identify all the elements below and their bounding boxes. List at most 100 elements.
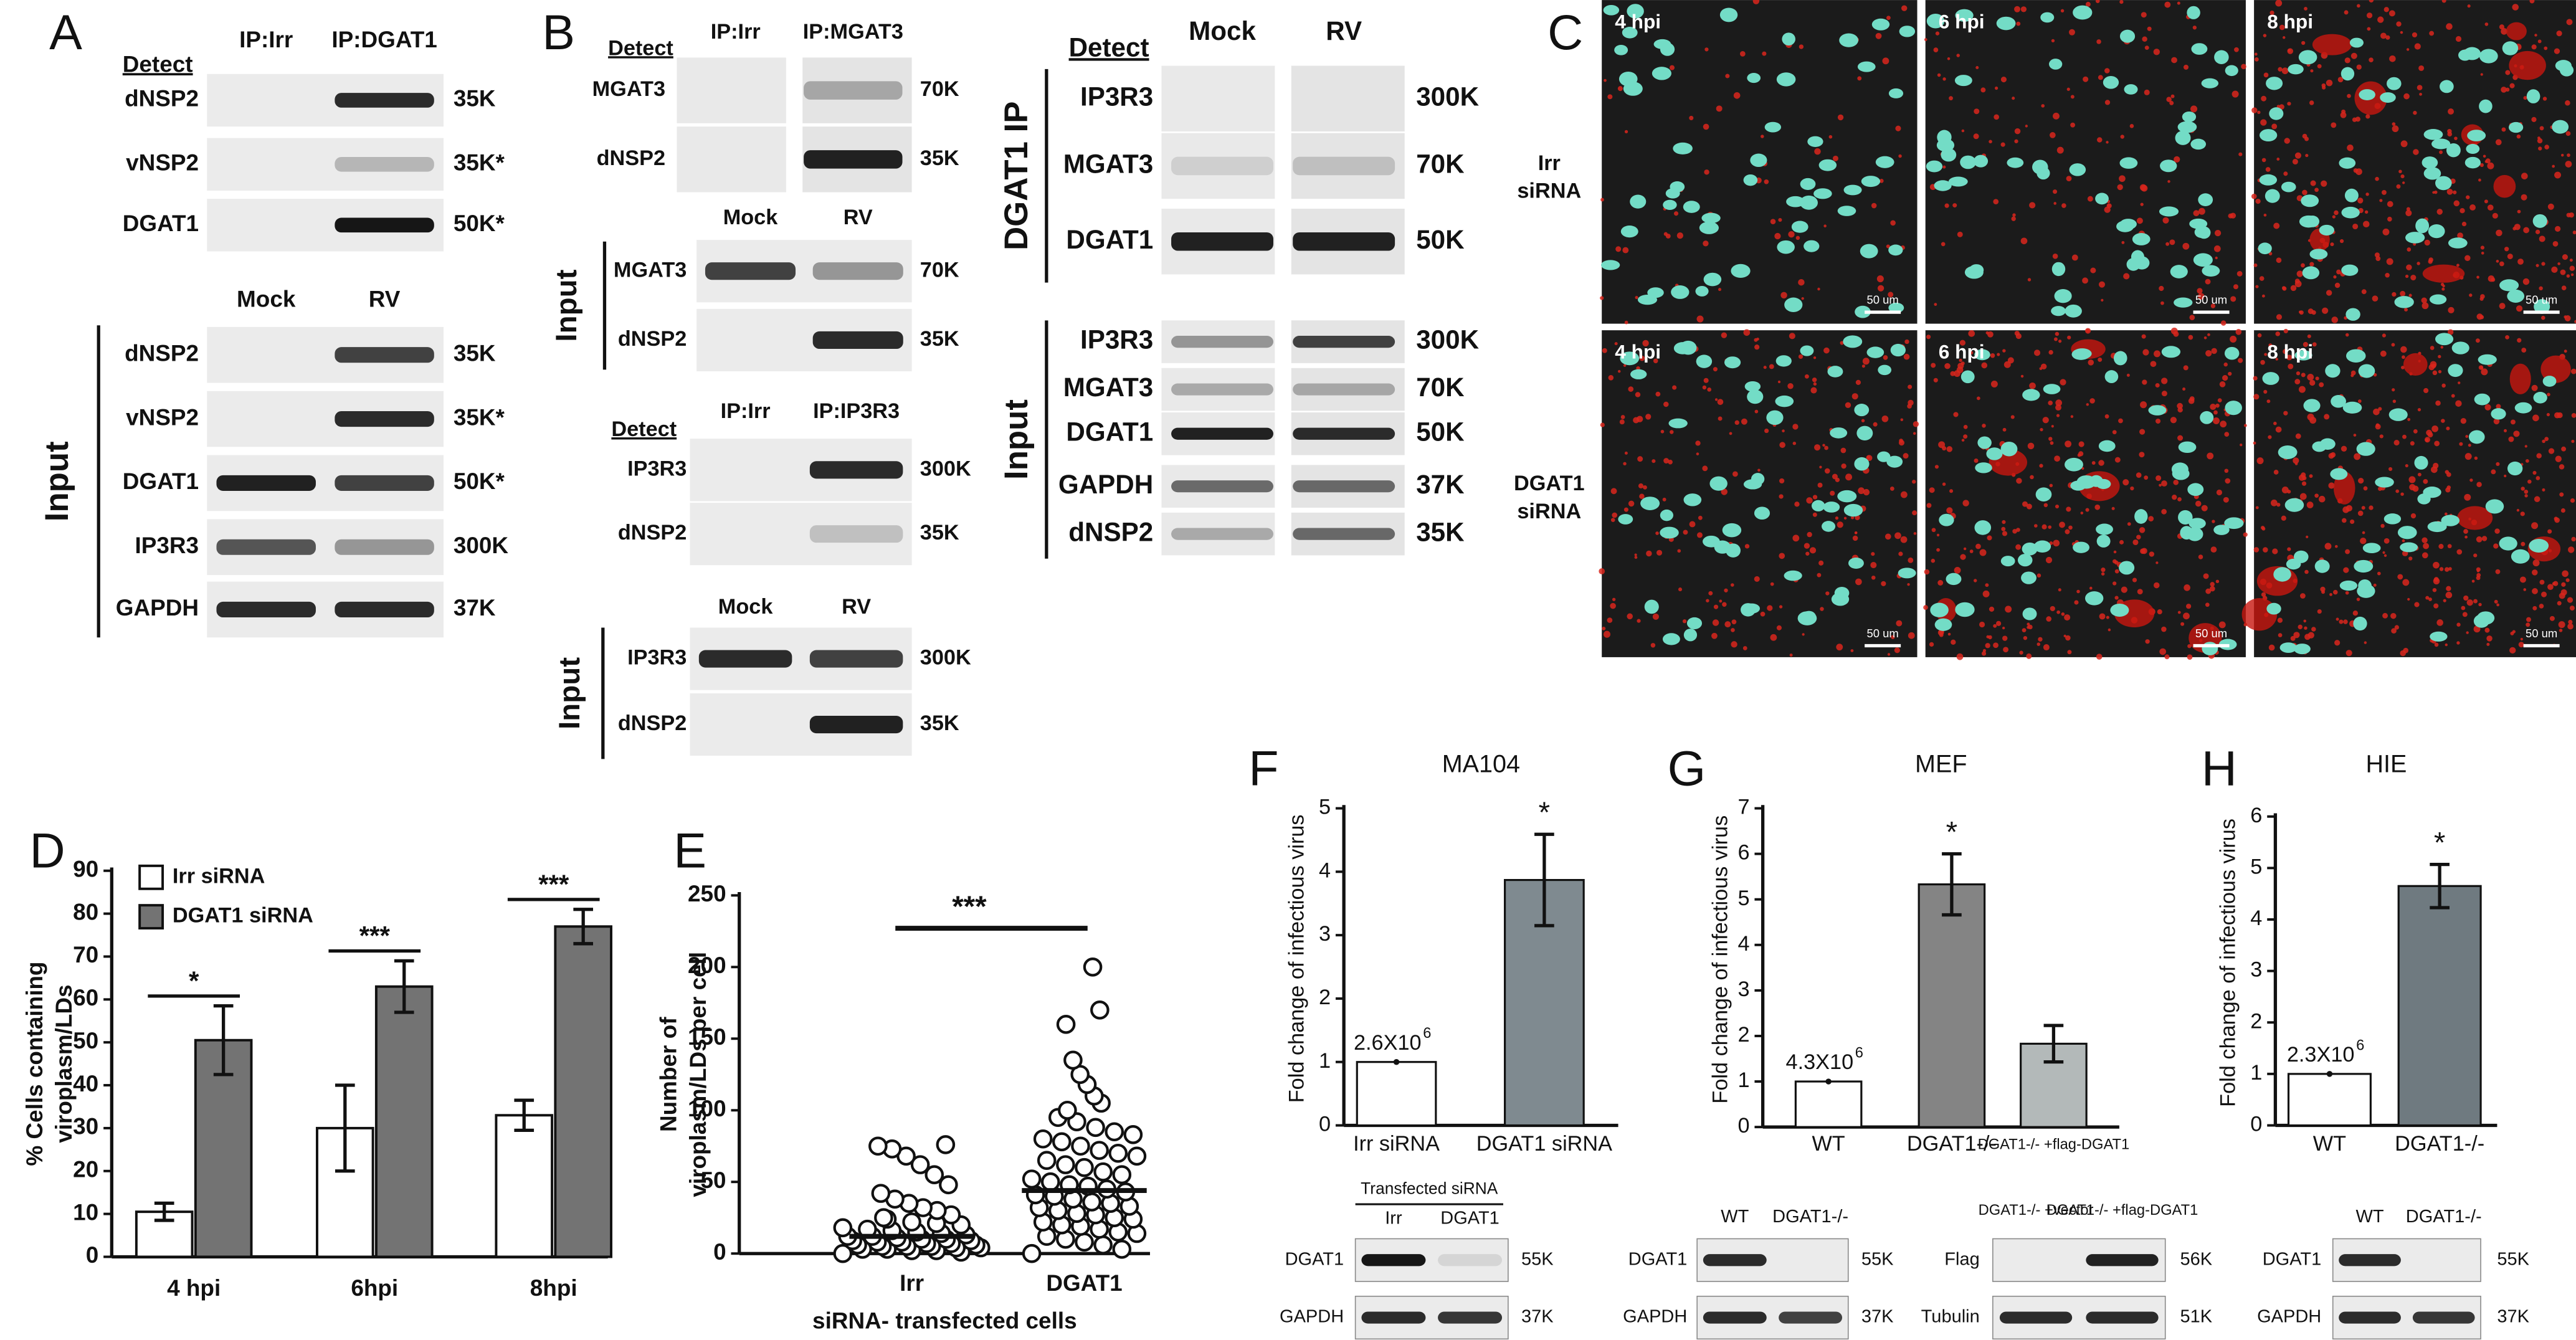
panel-letter: G [1668, 740, 1706, 796]
lipid-signal [1934, 465, 1939, 469]
nucleus [2325, 364, 2341, 378]
lipid-signal [2113, 581, 2117, 586]
lipid-signal [2290, 635, 2296, 641]
lipid-signal [2283, 411, 2288, 416]
lipid-signal [1901, 5, 1908, 11]
lipid-signal [2446, 426, 2450, 430]
nucleus [1668, 418, 1688, 429]
lipid-signal [2402, 355, 2405, 359]
lipid-signal [2570, 498, 2575, 503]
lipid-signal [1804, 374, 1809, 379]
group-label: Input [39, 441, 75, 521]
lipid-signal [2002, 520, 2006, 525]
nucleus [2273, 567, 2291, 582]
lipid-signal [1754, 576, 1760, 582]
nucleus [2132, 233, 2151, 245]
legend-label: DGAT1 siRNA [173, 904, 313, 928]
lipid-signal [2281, 67, 2289, 75]
nucleus [2417, 493, 2431, 505]
dot [868, 1136, 888, 1156]
nucleus [1644, 599, 1659, 614]
lipid-signal [2068, 525, 2073, 530]
nucleus [1662, 633, 1680, 645]
nucleus [1709, 476, 1728, 491]
lipid-signal [1733, 92, 1741, 99]
y-tick-label: 0 [1737, 1114, 1749, 1138]
lipid-signal [2000, 142, 2005, 147]
blot-band [809, 525, 903, 543]
lipid-signal [2132, 577, 2137, 582]
lipid-signal [2257, 333, 2262, 338]
lipid-signal [2369, 505, 2374, 510]
lipid-signal [1907, 404, 1912, 409]
nucleus [2341, 206, 2360, 219]
lipid-signal [2061, 612, 2065, 616]
lipid-signal [2161, 508, 2167, 515]
lipid-signal [2571, 413, 2576, 418]
lipid-signal [1718, 288, 1722, 292]
nucleus [1754, 506, 1770, 520]
lipid-signal [2384, 538, 2390, 544]
timepoint: 8 hpi [2267, 340, 2313, 363]
lipid-signal [2314, 188, 2319, 192]
lipid-signal [2263, 389, 2268, 394]
dot [871, 1184, 891, 1203]
lipid-signal [2546, 412, 2550, 417]
lipid-signal [2243, 424, 2247, 427]
lipid-signal [2430, 361, 2437, 368]
molecular-weight: 35K* [454, 404, 505, 430]
nucleus [1975, 462, 1992, 473]
lipid-signal [1926, 335, 1931, 340]
nucleus [2491, 408, 2506, 420]
lipid-signal [2187, 654, 2193, 660]
lipid-signal [2268, 435, 2272, 439]
lipid-signal [2170, 417, 2177, 424]
lipid-signal [2431, 466, 2438, 473]
lipid-signal [2499, 24, 2505, 30]
blot-row-label: Flag [1944, 1249, 1979, 1269]
lipid-signal [2061, 203, 2066, 208]
lipid-signal [1819, 465, 1822, 468]
lipid-signal [1828, 135, 1833, 139]
lane-label: RV [1326, 16, 1362, 45]
lipid-signal [2238, 152, 2243, 156]
lipid-signal [2144, 475, 2149, 480]
lipid-signal [2118, 418, 2123, 424]
lipid-signal [2292, 158, 2298, 165]
lipid-signal [2304, 634, 2311, 640]
lipid-signal [2547, 584, 2554, 591]
lipid-signal [2365, 114, 2370, 119]
lipid-signal [2567, 153, 2570, 157]
lipid-signal [2466, 195, 2470, 199]
nucleus [1941, 148, 1957, 162]
lane-label: Mock [718, 595, 774, 619]
lipid-signal [1890, 220, 1896, 226]
lipid-signal [2334, 210, 2339, 216]
nucleus [2502, 41, 2519, 55]
nucleus [2542, 376, 2557, 387]
lipid-signal [1731, 619, 1737, 625]
y-axis-label: viroplasm/LDs per cell [685, 952, 711, 1197]
lipid-signal [1982, 590, 1990, 597]
nucleus [2070, 480, 2086, 491]
lipid-signal [2453, 190, 2457, 194]
scale-bar-label: 50 um [2195, 293, 2227, 306]
detect-header: Detect [611, 417, 677, 441]
nucleus [2073, 5, 2093, 20]
lipid-signal [2198, 554, 2203, 559]
lipid-signal [1989, 140, 1992, 144]
bar [194, 1038, 253, 1258]
nucleus [2314, 559, 2330, 573]
legend-swatch [138, 864, 164, 890]
lipid-signal [1854, 531, 1858, 535]
nucleus [2508, 121, 2524, 133]
lipid-signal [2386, 258, 2393, 265]
lipid-signal [2140, 401, 2147, 409]
lipid-signal [2396, 184, 2401, 189]
lipid-signal [1732, 471, 1738, 477]
lipid-signal [1985, 583, 1989, 587]
lipid-signal [2362, 531, 2365, 535]
lipid-signal [2417, 472, 2422, 477]
nucleus [1683, 201, 1700, 213]
nucleus [2201, 78, 2219, 88]
